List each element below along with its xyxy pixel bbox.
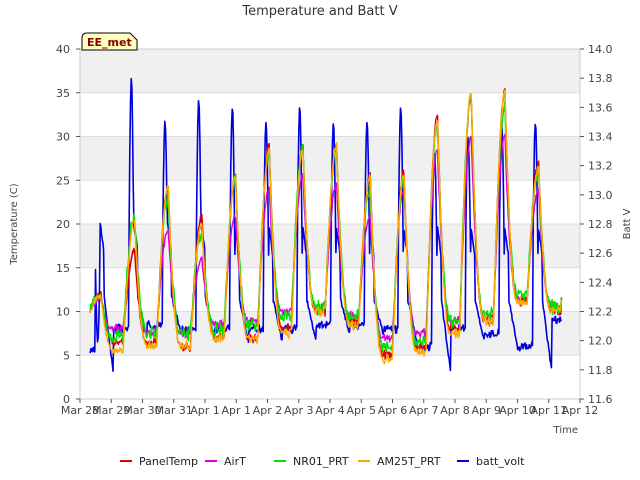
- right-tick-label: 13.6: [588, 101, 613, 114]
- right-tick-label: 12.4: [588, 276, 613, 289]
- legend-label: AirT: [224, 455, 246, 468]
- x-tick-label: Apr 6: [378, 404, 408, 417]
- chart-title: Temperature and Batt V: [241, 4, 397, 19]
- x-tick-label: Apr 4: [315, 404, 345, 417]
- grid-band: [80, 49, 580, 93]
- left-tick-label: 10: [56, 306, 70, 319]
- right-y-axis: 11.6 11.8 12.0 12.2 12.4 12.6 12.8 13.0 13.2 13.4…: [580, 43, 613, 406]
- left-tick-label: 15: [56, 262, 70, 275]
- x-tick-label: Apr 1: [221, 404, 251, 417]
- right-tick-label: 13.2: [588, 160, 613, 173]
- right-tick-label: 13.4: [588, 131, 613, 144]
- legend-label: AM25T_PRT: [377, 455, 441, 468]
- x-tick-label: Apr 11: [530, 404, 567, 417]
- series-layer: [89, 77, 563, 373]
- right-y-axis-label: Batt V: [622, 208, 633, 239]
- right-tick-label: 13.0: [588, 189, 613, 202]
- right-tick-label: 12.6: [588, 247, 613, 260]
- left-tick-label: 0: [63, 393, 70, 406]
- x-tick-label: Apr 9: [471, 404, 501, 417]
- station-badge: EE_met: [81, 32, 138, 51]
- legend-label: PanelTemp: [139, 455, 198, 468]
- x-tick-label: Apr 3: [284, 404, 314, 417]
- x-tick-label: Mar 30: [123, 404, 161, 417]
- left-y-axis: 0 5 10 15 20 25 30 35 40: [56, 43, 80, 406]
- legend-label: NR01_PRT: [293, 455, 349, 468]
- x-tick-label: Apr 2: [253, 404, 283, 417]
- x-axis-label: Time: [553, 425, 578, 436]
- right-tick-label: 12.0: [588, 335, 613, 348]
- station-badge-label: EE_met: [87, 36, 132, 49]
- series-line-AM25T_PRT: [89, 89, 563, 365]
- left-tick-label: 25: [56, 174, 70, 187]
- legend-item-AirT: AirT: [205, 455, 246, 468]
- x-tick-label: Apr 10: [499, 404, 536, 417]
- right-tick-label: 14.0: [588, 43, 613, 56]
- legend-item-AM25T_PRT: AM25T_PRT: [358, 455, 441, 468]
- left-tick-label: 30: [56, 131, 70, 144]
- legend-label: batt_volt: [476, 455, 525, 468]
- x-tick-label: Mar 28: [61, 404, 99, 417]
- left-tick-label: 40: [56, 43, 70, 56]
- right-tick-label: 13.8: [588, 72, 613, 85]
- legend-item-PanelTemp: PanelTemp: [120, 455, 198, 468]
- left-tick-label: 35: [56, 87, 70, 100]
- x-tick-label: Mar 31: [155, 404, 193, 417]
- left-y-axis-label: Temperature (C): [9, 183, 20, 265]
- legend: PanelTemp AirT NR01_PRT AM25T_PRT batt_volt: [120, 455, 525, 468]
- left-tick-label: 20: [56, 218, 70, 231]
- x-tick-label: Apr 8: [440, 404, 470, 417]
- x-tick-label: Apr 12: [562, 404, 599, 417]
- right-tick-label: 12.2: [588, 306, 613, 319]
- right-tick-label: 11.8: [588, 364, 613, 377]
- right-tick-label: 11.6: [588, 393, 613, 406]
- legend-item-batt_volt: batt_volt: [457, 455, 525, 468]
- x-tick-label: Apr 7: [409, 404, 439, 417]
- x-tick-label: Mar 29: [92, 404, 130, 417]
- right-tick-label: 12.8: [588, 218, 613, 231]
- legend-item-NR01_PRT: NR01_PRT: [274, 455, 349, 468]
- x-tick-label: Apr 1: [190, 404, 220, 417]
- left-tick-label: 5: [63, 349, 70, 362]
- x-tick-label: Apr 5: [346, 404, 376, 417]
